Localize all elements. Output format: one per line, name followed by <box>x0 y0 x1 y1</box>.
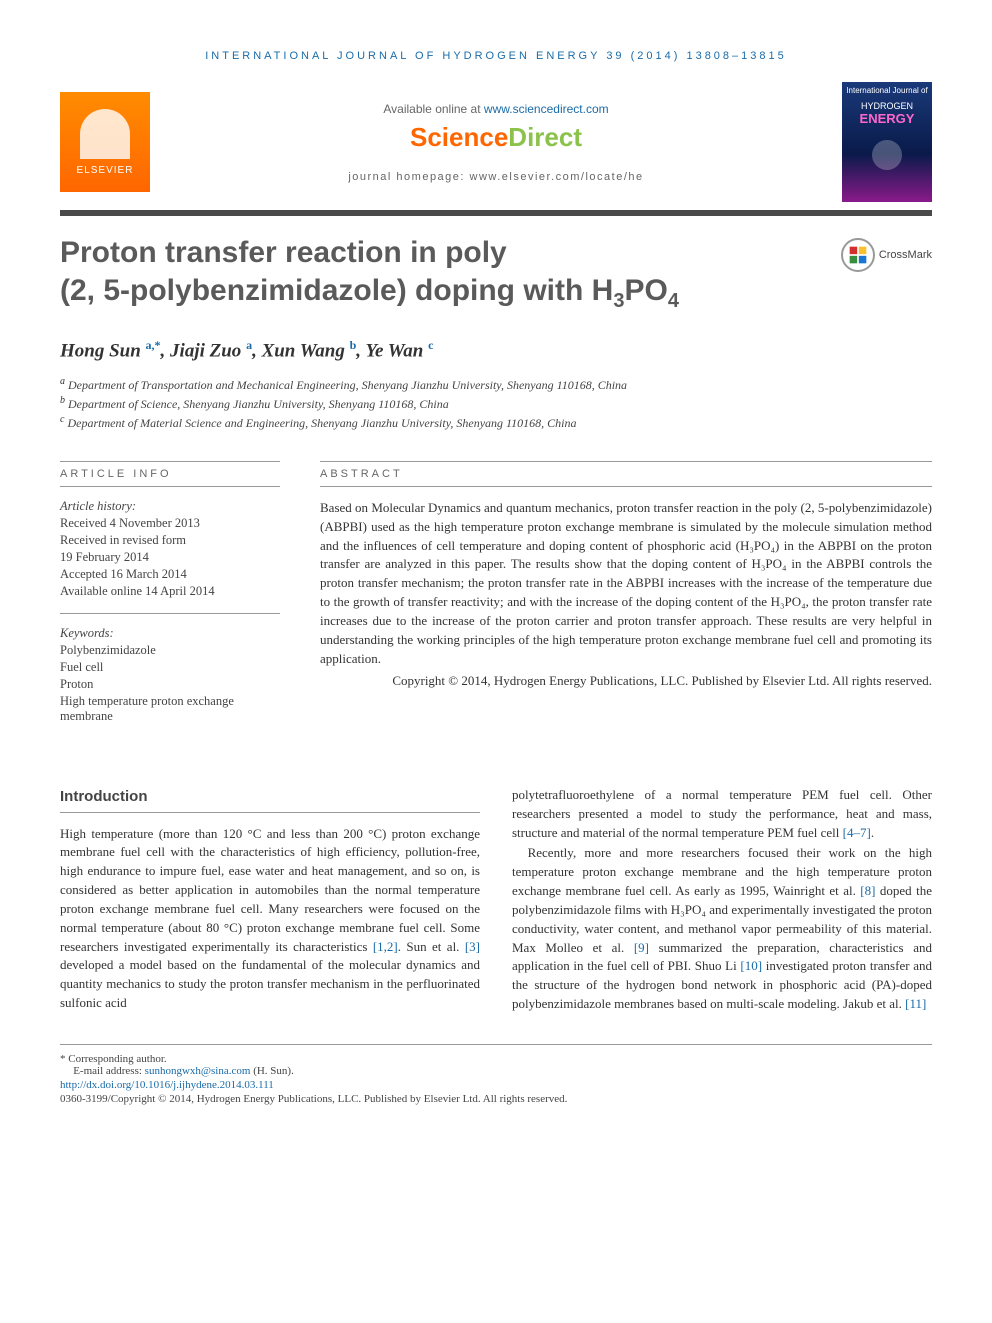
cover-graphic-icon <box>872 140 902 170</box>
title-line-1: Proton transfer reaction in poly <box>60 236 507 269</box>
email-label: E-mail address: <box>73 1065 144 1077</box>
author-3: Xun Wang <box>262 340 345 361</box>
footer-block: * Corresponding author. E-mail address: … <box>60 1044 932 1105</box>
title-line-2a: (2, 5-polybenzimidazole) doping with H <box>60 274 613 307</box>
history-received: Received 4 November 2013 <box>60 516 280 531</box>
cover-top-text: International Journal of <box>846 86 928 95</box>
affiliation-a-text: Department of Transportation and Mechani… <box>68 378 627 392</box>
affiliation-b: b Department of Science, Shenyang Jianzh… <box>60 395 932 412</box>
article-info-header: ARTICLE INFO <box>60 461 280 487</box>
email-link[interactable]: sunhongwxh@sina.com <box>145 1065 251 1077</box>
intro-para-2b: Recently, more and more researchers focu… <box>512 844 932 1014</box>
keyword-1: Polybenzimidazole <box>60 643 280 658</box>
author-4: Ye Wan <box>365 340 423 361</box>
ref-link-8[interactable]: [8] <box>860 883 875 898</box>
article-title: Proton transfer reaction in poly (2, 5-p… <box>60 234 821 314</box>
cover-title-1: HYDROGEN <box>846 101 928 111</box>
elsevier-label: ELSEVIER <box>77 165 134 176</box>
info-abstract-row: ARTICLE INFO Article history: Received 4… <box>60 461 932 726</box>
author-4-sup: c <box>428 338 433 352</box>
title-line-2c: PO <box>624 274 667 307</box>
affiliation-c-text: Department of Material Science and Engin… <box>67 416 576 430</box>
cover-title-2: ENERGY <box>846 111 928 126</box>
ref-link-11[interactable]: [11] <box>905 996 926 1011</box>
article-info-column: ARTICLE INFO Article history: Received 4… <box>60 461 280 726</box>
affiliation-a: a Department of Transportation and Mecha… <box>60 376 932 393</box>
ref-link-3[interactable]: [3] <box>465 939 480 954</box>
introduction-header: Introduction <box>60 786 480 813</box>
author-1: Hong Sun <box>60 340 141 361</box>
journal-homepage-line: journal homepage: www.elsevier.com/locat… <box>150 171 842 183</box>
intro-para-2a: polytetrafluoroethylene of a normal temp… <box>512 786 932 843</box>
history-label: Article history: <box>60 499 280 514</box>
keyword-4: High temperature proton exchange membran… <box>60 694 280 724</box>
abstract-column: ABSTRACT Based on Molecular Dynamics and… <box>320 461 932 726</box>
email-suffix: (H. Sun). <box>250 1065 293 1077</box>
available-prefix: Available online at <box>383 102 484 116</box>
journal-header: INTERNATIONAL JOURNAL OF HYDROGEN ENERGY… <box>60 50 932 62</box>
intro-para-1: High temperature (more than 120 °C and l… <box>60 825 480 1013</box>
issn-copyright-line: 0360-3199/Copyright © 2014, Hydrogen Ene… <box>60 1093 932 1105</box>
center-masthead: Available online at www.sciencedirect.co… <box>150 102 842 183</box>
keywords-label: Keywords: <box>60 626 280 641</box>
available-online-line: Available online at www.sciencedirect.co… <box>150 102 842 116</box>
ref-link-4-7[interactable]: [4–7] <box>843 825 871 840</box>
body-columns: Introduction High temperature (more than… <box>60 786 932 1014</box>
sciencedirect-link[interactable]: www.sciencedirect.com <box>484 102 609 116</box>
email-line: E-mail address: sunhongwxh@sina.com (H. … <box>60 1065 932 1077</box>
masthead-row: ELSEVIER Available online at www.science… <box>60 82 932 202</box>
crossmark-icon <box>841 238 875 272</box>
journal-cover-thumbnail: International Journal of HYDROGEN ENERGY <box>842 82 932 202</box>
crossmark-badge[interactable]: CrossMark <box>841 238 932 272</box>
affiliation-b-text: Department of Science, Shenyang Jianzhu … <box>68 397 449 411</box>
keyword-2: Fuel cell <box>60 660 280 675</box>
heavy-rule <box>60 210 932 216</box>
sd-part1: Science <box>410 122 508 152</box>
ref-link-1-2[interactable]: [1,2] <box>373 939 398 954</box>
keyword-3: Proton <box>60 677 280 692</box>
author-list: Hong Sun a,*, Jiaji Zuo a, Xun Wang b, Y… <box>60 338 932 362</box>
history-online: Available online 14 April 2014 <box>60 584 280 599</box>
doi-link[interactable]: http://dx.doi.org/10.1016/j.ijhydene.201… <box>60 1079 274 1091</box>
affiliation-block: a Department of Transportation and Mecha… <box>60 376 932 431</box>
intro-text-1: High temperature (more than 120 °C and l… <box>60 826 480 954</box>
title-sub-4: 4 <box>668 290 679 312</box>
history-revised-date: 19 February 2014 <box>60 550 280 565</box>
sciencedirect-logo: ScienceDirect <box>150 122 842 153</box>
info-separator <box>60 613 280 614</box>
intro-text-1b: . Sun et al. <box>398 939 465 954</box>
author-3-sup: b <box>350 338 357 352</box>
intro-text-2a2: . <box>871 825 874 840</box>
intro-text-1c: developed a model based on the fundament… <box>60 957 480 1010</box>
crossmark-label: CrossMark <box>879 249 932 261</box>
abstract-header: ABSTRACT <box>320 461 932 487</box>
ref-link-10[interactable]: [10] <box>740 958 762 973</box>
corresponding-author-label: * Corresponding author. <box>60 1053 932 1065</box>
elsevier-tree-icon <box>80 109 130 159</box>
author-2-sup: a <box>246 338 252 352</box>
abstract-text: Based on Molecular Dynamics and quantum … <box>320 499 932 669</box>
ref-link-9[interactable]: [9] <box>634 940 649 955</box>
author-1-sup: a,* <box>146 338 161 352</box>
history-revised-label: Received in revised form <box>60 533 280 548</box>
author-2: Jiaji Zuo <box>170 340 241 361</box>
history-accepted: Accepted 16 March 2014 <box>60 567 280 582</box>
body-column-right: polytetrafluoroethylene of a normal temp… <box>512 786 932 1014</box>
body-column-left: Introduction High temperature (more than… <box>60 786 480 1014</box>
elsevier-logo: ELSEVIER <box>60 92 150 192</box>
affiliation-c: c Department of Material Science and Eng… <box>60 414 932 431</box>
title-sub-3: 3 <box>613 290 624 312</box>
sd-part2: Direct <box>508 122 582 152</box>
abstract-copyright: Copyright © 2014, Hydrogen Energy Public… <box>320 672 932 691</box>
